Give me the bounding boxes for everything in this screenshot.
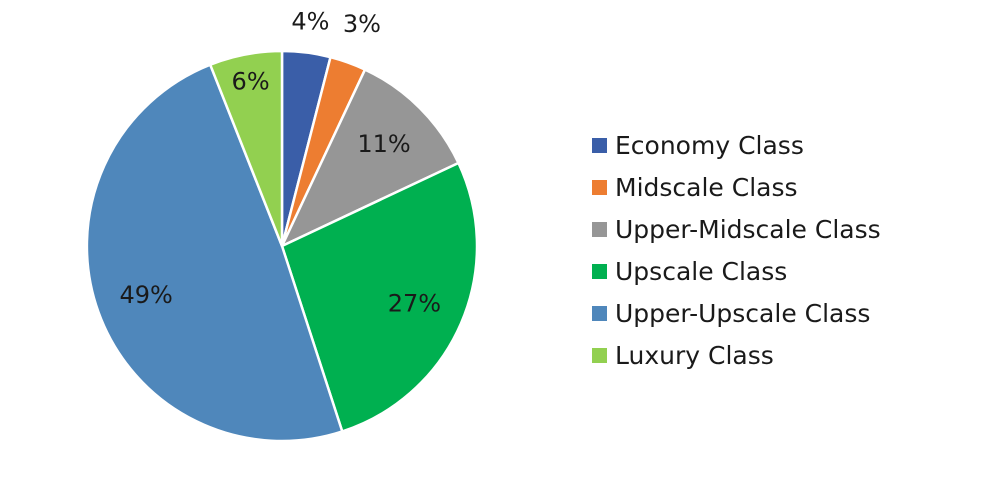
pie-slice-upscale-class [280,161,479,433]
legend-item: Upper-Midscale Class [592,208,881,250]
legend-label: Midscale Class [615,172,798,202]
legend-label: Upper-Midscale Class [615,214,881,244]
pie-slices [85,49,479,443]
pie-data-labels: 4% 3% 11% 27% 49% 6% [120,8,442,318]
data-label-midscale-class: 3% [343,10,381,38]
legend-swatch [592,179,607,195]
legend-swatch [592,221,607,237]
legend-item: Midscale Class [592,166,881,208]
legend: Economy Class Midscale Class Upper-Midscal… [592,124,881,376]
legend-swatch [592,263,607,279]
pie-slice-upper-upscale-class [85,63,344,443]
data-label-upscale-class: 27% [388,289,441,317]
pie-slice-luxury-class [208,49,284,248]
data-label-luxury-class: 6% [232,67,270,95]
legend-label: Upscale Class [615,256,788,286]
legend-item: Upscale Class [592,250,881,292]
legend-item: Luxury Class [592,334,881,376]
data-label-economy-class: 4% [291,8,329,36]
legend-swatch [592,137,607,153]
legend-label: Economy Class [615,130,804,160]
legend-swatch [592,347,607,363]
data-label-upper-midscale-class: 11% [357,130,410,158]
legend-label: Luxury Class [615,340,774,370]
legend-swatch [592,305,607,321]
legend-item: Upper-Upscale Class [592,292,881,334]
pie-slice-upper-midscale-class [280,68,460,248]
data-label-upper-upscale-class: 49% [120,281,173,309]
legend-item: Economy Class [592,124,881,166]
legend-label: Upper-Upscale Class [615,298,871,328]
